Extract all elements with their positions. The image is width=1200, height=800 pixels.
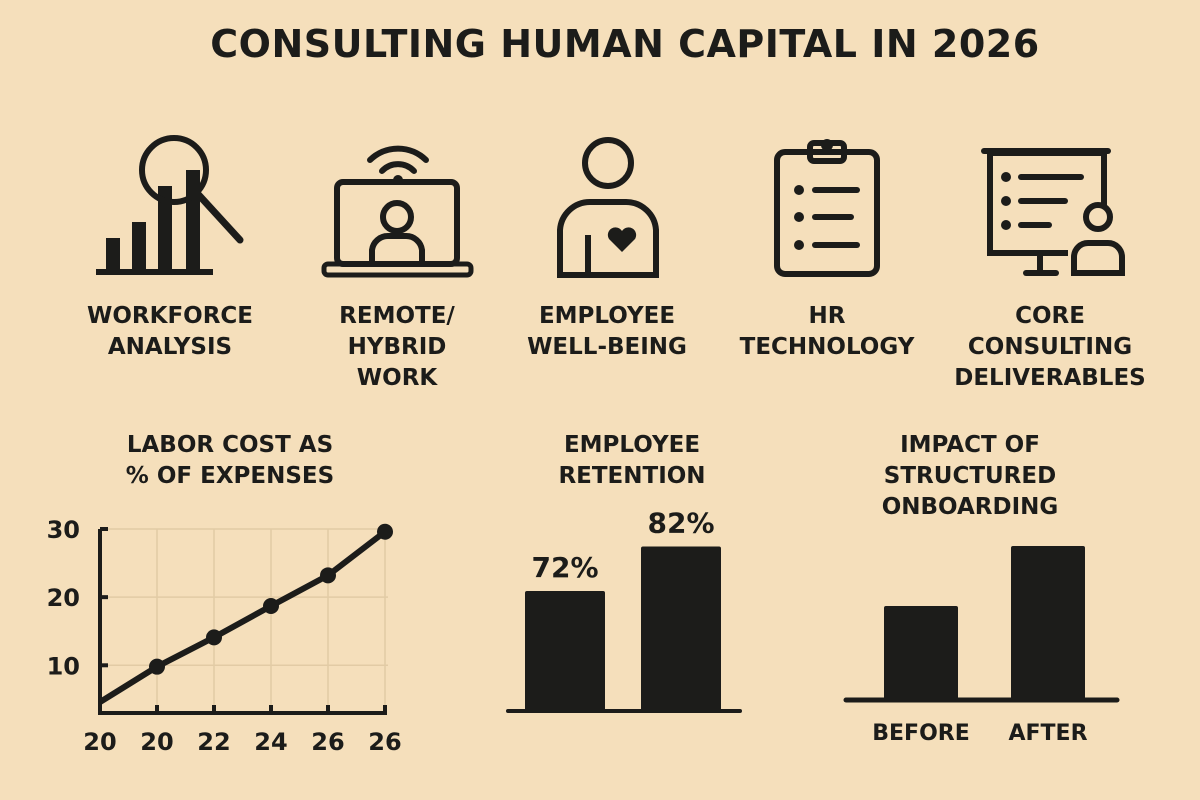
- retention-data-label: 72%: [531, 551, 598, 584]
- y-tick-label: 30: [47, 516, 80, 544]
- onboarding-category-label: BEFORE: [872, 721, 970, 746]
- retention-bar: [525, 591, 605, 711]
- page-title: CONSULTING HUMAN CAPITAL IN 2026: [210, 22, 1040, 66]
- chart-title-retention: EMPLOYEE RETENTION: [558, 432, 706, 489]
- x-tick-label: 26: [368, 728, 401, 756]
- series-line: [98, 529, 387, 705]
- clipboard-checklist-icon: [774, 139, 880, 277]
- chart-title-labor-cost: LABOR COST AS % OF EXPENSES: [125, 432, 335, 489]
- data-point: [149, 658, 165, 675]
- topic-label-hr-technology: HR TECHNOLOGY: [739, 303, 915, 360]
- topic-label-remote-hybrid-work: REMOTE/ HYBRID WORK: [339, 303, 455, 391]
- onboarding-bar: [884, 606, 958, 700]
- x-tick-label: 20: [140, 728, 173, 756]
- data-point: [263, 598, 279, 615]
- retention-data-label: 82%: [647, 507, 714, 540]
- y-tick-label: 20: [47, 584, 80, 612]
- person-heart-icon: [557, 137, 659, 278]
- data-point: [320, 567, 336, 584]
- onboarding-bar: [1011, 546, 1085, 700]
- topic-label-employee-well-being: EMPLOYEE WELL-BEING: [527, 303, 687, 360]
- topic-label-core-consulting-deliverables: CORE CONSULTING DELIVERABLES: [954, 303, 1146, 391]
- x-tick-label: 26: [311, 728, 344, 756]
- data-point: [206, 629, 222, 646]
- data-point: [377, 523, 393, 540]
- axes: [98, 529, 387, 715]
- presentation-board-icon: [981, 148, 1128, 277]
- topic-label-workforce-analysis: WORKFORCE ANALYSIS: [86, 303, 254, 360]
- y-tick-label: 10: [47, 652, 80, 680]
- bar-chart-magnifier-icon: [96, 135, 244, 275]
- chart-title-onboarding: IMPACT OF STRUCTURED ONBOARDING: [881, 432, 1059, 520]
- x-tick-label: 24: [254, 728, 287, 756]
- x-tick-label: 20: [83, 728, 116, 756]
- retention-bar: [641, 546, 721, 711]
- x-tick-label: 22: [197, 728, 230, 756]
- laptop-video-call-icon: [321, 145, 474, 278]
- onboarding-category-label: AFTER: [1008, 721, 1087, 746]
